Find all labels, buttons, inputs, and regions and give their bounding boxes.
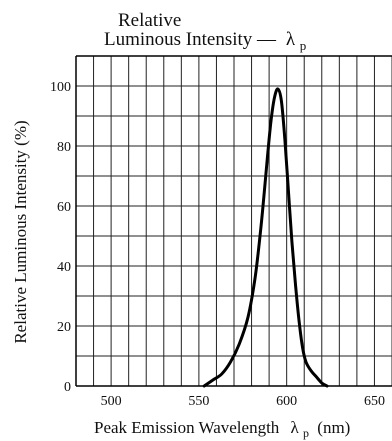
y-tick-label: 40	[57, 260, 71, 275]
y-tick-label: 0	[64, 380, 71, 395]
x-tick-label: 500	[101, 394, 122, 409]
x-axis-label: Peak Emission Wavelength λ p (nm)	[94, 418, 350, 441]
chart-title-line-2: Luminous Intensity — λ p	[104, 29, 306, 53]
y-tick-label: 20	[57, 320, 71, 335]
chart-title-text: Luminous Intensity —	[104, 29, 277, 50]
chart-grid	[75, 55, 392, 387]
chart-title-subscript: p	[300, 38, 307, 53]
chart-title-lambda: λ	[286, 29, 296, 50]
x-axis-unit: (nm)	[317, 418, 350, 437]
x-axis-lambda: λ	[291, 418, 300, 437]
chart-title-line-1: Relative	[118, 10, 181, 31]
y-axis-label: Relative Luminous Intensity (%)	[11, 120, 30, 343]
x-tick-label: 650	[364, 394, 385, 409]
y-tick-label: 100	[50, 80, 71, 95]
x-axis-subscript: p	[303, 426, 309, 440]
x-tick-labels: 500 550 600 650	[101, 394, 385, 409]
y-tick-label: 60	[57, 200, 71, 215]
y-tick-labels: 0 20 40 60 80 100	[50, 80, 71, 395]
intensity-curve	[202, 87, 329, 388]
x-tick-label: 600	[276, 394, 297, 409]
y-tick-label: 80	[57, 140, 71, 155]
x-tick-label: 550	[188, 394, 209, 409]
x-axis-label-text: Peak Emission Wavelength	[94, 418, 280, 437]
